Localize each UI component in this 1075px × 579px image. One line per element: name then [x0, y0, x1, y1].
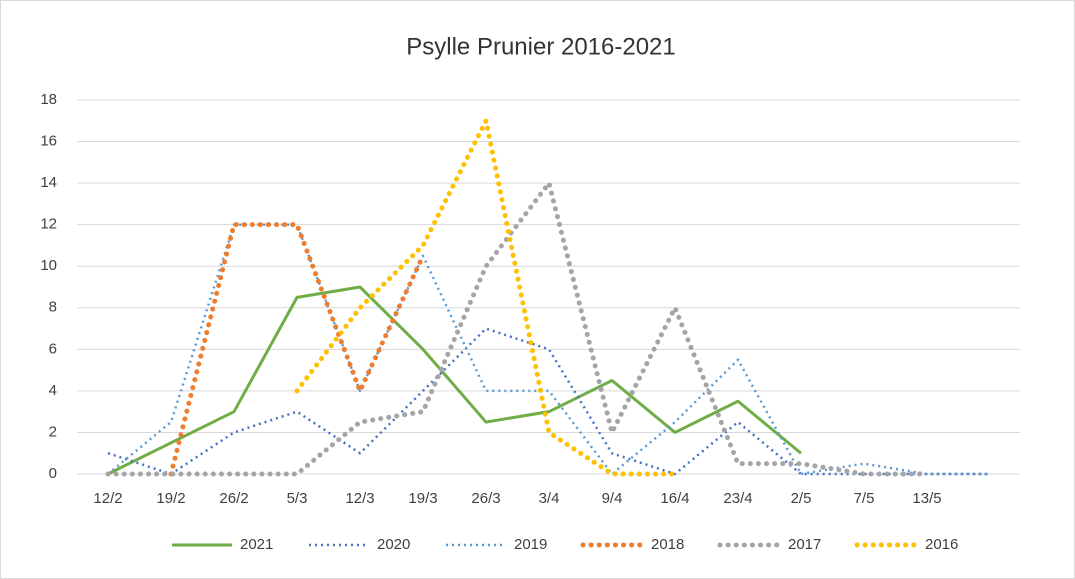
- legend-label: 2020: [377, 536, 410, 553]
- legend-label: 2019: [514, 536, 547, 553]
- y-tick-label: 12: [40, 216, 57, 233]
- y-tick-label: 6: [49, 340, 57, 357]
- legend-label: 2016: [925, 536, 958, 553]
- x-tick-label: 26/2: [219, 490, 248, 507]
- x-tick-label: 12/2: [93, 490, 122, 507]
- series-line: [107, 223, 990, 476]
- y-tick-label: 4: [49, 382, 57, 399]
- x-tick-label: 13/5: [912, 490, 941, 507]
- x-tick-label: 23/4: [723, 490, 752, 507]
- series-line: [294, 118, 678, 477]
- x-tick-label: 3/4: [539, 490, 560, 507]
- chart-title: Psylle Prunier 2016-2021: [406, 33, 676, 60]
- x-tick-label: 26/3: [471, 490, 500, 507]
- y-tick-label: 2: [49, 423, 57, 440]
- x-tick-label: 19/3: [408, 490, 437, 507]
- legend-label: 2021: [240, 536, 273, 553]
- series-line: [107, 327, 990, 476]
- series-line: [105, 180, 930, 477]
- x-tick-label: 19/2: [156, 490, 185, 507]
- series-line: [168, 222, 426, 477]
- x-tick-label: 5/3: [287, 490, 308, 507]
- x-tick-label: 9/4: [602, 490, 623, 507]
- y-tick-label: 0: [49, 465, 57, 482]
- y-tick-label: 14: [40, 174, 57, 191]
- y-tick-label: 8: [49, 299, 57, 316]
- legend-label: 2017: [788, 536, 821, 553]
- y-tick-label: 10: [40, 257, 57, 274]
- series-line: [107, 285, 802, 476]
- x-tick-label: 16/4: [660, 490, 689, 507]
- x-tick-label: 7/5: [854, 490, 875, 507]
- y-tick-label: 16: [40, 133, 57, 150]
- legend-label: 2018: [651, 536, 684, 553]
- x-tick-label: 2/5: [791, 490, 812, 507]
- x-tick-label: 12/3: [345, 490, 374, 507]
- y-tick-label: 18: [40, 91, 57, 108]
